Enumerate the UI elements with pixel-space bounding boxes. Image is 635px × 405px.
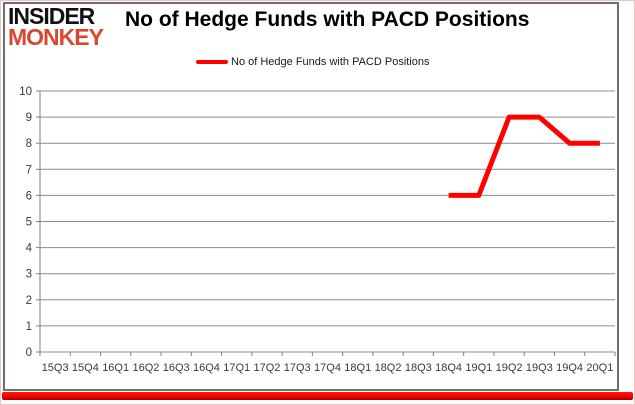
y-axis-label: 1 bbox=[26, 321, 32, 333]
legend-label: No of Hedge Funds with PACD Positions bbox=[231, 56, 430, 68]
x-axis-label: 18Q1 bbox=[344, 362, 371, 374]
legend-line-swatch bbox=[196, 60, 228, 64]
y-axis-label: 7 bbox=[26, 164, 32, 176]
x-axis-label: 18Q2 bbox=[375, 362, 402, 374]
x-axis-label: 15Q3 bbox=[42, 362, 69, 374]
bottom-red-strip bbox=[2, 392, 633, 400]
logo-text-monkey: MONKEY bbox=[8, 24, 104, 51]
x-axis-label: 16Q3 bbox=[163, 362, 190, 374]
x-axis-label: 17Q1 bbox=[223, 362, 250, 374]
logo-text-insider: INSIDER bbox=[8, 3, 95, 29]
y-axis-label: 2 bbox=[26, 295, 32, 307]
x-axis-label: 18Q3 bbox=[405, 362, 432, 374]
x-axis-label: 16Q1 bbox=[102, 362, 129, 374]
x-axis-label: 20Q1 bbox=[586, 362, 613, 374]
insider-monkey-logo: INSIDER MONKEY bbox=[8, 3, 104, 51]
y-axis-label: 3 bbox=[26, 269, 32, 281]
x-axis-label: 19Q4 bbox=[556, 362, 583, 374]
chart-title: No of Hedge Funds with PACD Positions bbox=[125, 8, 530, 31]
x-axis-label: 16Q4 bbox=[193, 362, 220, 374]
x-axis-label: 16Q2 bbox=[132, 362, 159, 374]
x-axis-label: 15Q4 bbox=[72, 362, 99, 374]
y-axis-label: 0 bbox=[26, 347, 32, 359]
series-line bbox=[448, 114, 600, 198]
y-axis-label: 8 bbox=[26, 138, 32, 150]
y-axis-label: 5 bbox=[26, 217, 32, 229]
x-axis-label: 19Q3 bbox=[526, 362, 553, 374]
x-axis-label: 19Q1 bbox=[465, 362, 492, 374]
y-axis-label: 10 bbox=[19, 86, 32, 98]
y-axis-label: 6 bbox=[26, 190, 32, 202]
y-axis-label: 9 bbox=[26, 112, 32, 124]
y-axis-label: 4 bbox=[26, 243, 33, 255]
x-axis-label: 19Q2 bbox=[496, 362, 523, 374]
x-axis-label: 17Q2 bbox=[254, 362, 281, 374]
x-axis-label: 17Q4 bbox=[314, 362, 341, 374]
legend: No of Hedge Funds with PACD Positions bbox=[196, 56, 430, 68]
x-axis-label: 17Q3 bbox=[284, 362, 311, 374]
x-axis-label: 18Q4 bbox=[435, 362, 462, 374]
